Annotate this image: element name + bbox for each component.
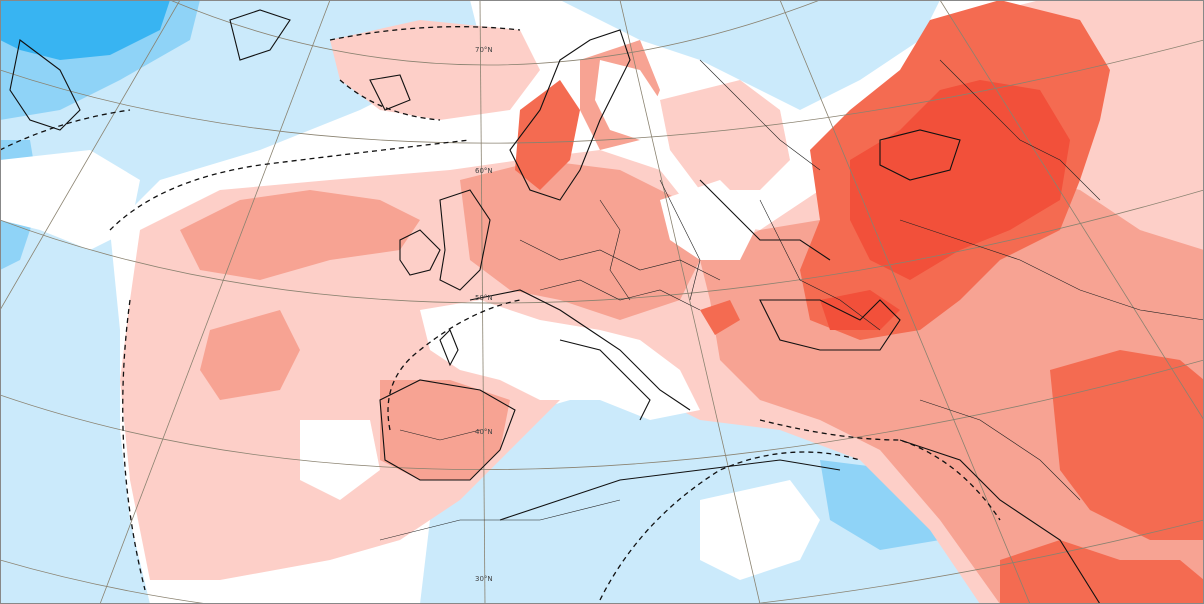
neutral-areas xyxy=(0,60,820,580)
latitude-labels: 70°N 60°N 50°N 40°N 30°N xyxy=(475,46,493,583)
zero-contours xyxy=(0,26,1001,601)
lat-label-60: 60°N xyxy=(475,167,493,175)
lat-label-30: 30°N xyxy=(475,575,493,583)
lat-label-50: 50°N xyxy=(475,294,493,302)
coastlines xyxy=(9,9,1101,604)
country-borders xyxy=(379,59,1204,541)
strong-cold-areas xyxy=(0,0,170,60)
lat-label-40: 40°N xyxy=(475,428,493,436)
lat-label-70: 70°N xyxy=(475,46,493,54)
